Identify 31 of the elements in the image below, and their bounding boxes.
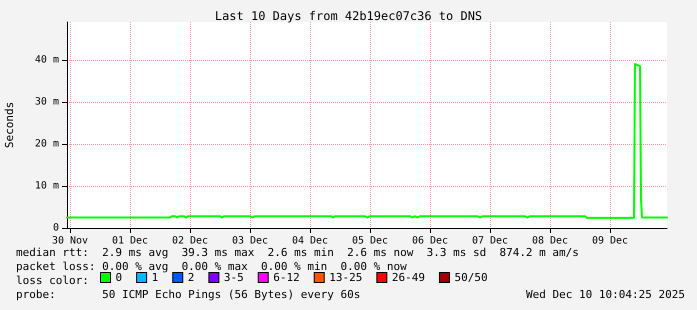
x-tick-label: 09 Dec <box>592 236 628 246</box>
chart-title: Last 10 Days from 42b19ec07c36 to DNS <box>214 9 482 23</box>
legend-label: 13-25 <box>329 271 362 284</box>
x-tick-label: 30 Nov <box>52 236 88 246</box>
y-axis-title: Seconds <box>3 102 16 148</box>
x-tick-label: 01 Dec <box>112 236 148 246</box>
x-tick-label: 03 Dec <box>232 236 268 246</box>
y-tick-label: 30 m <box>34 96 59 108</box>
line-series <box>66 63 668 219</box>
y-tick-label: 0 <box>52 222 59 234</box>
legend-label: 3-5 <box>224 271 244 284</box>
x-tick-label: 06 Dec <box>412 236 448 246</box>
y-tick-label: 10 m <box>34 180 59 192</box>
text: probe: 50 ICMP Echo Pings (56 Bytes) every 60s <box>16 288 360 301</box>
legend-label: 0 <box>116 271 122 284</box>
legend-label: 50/50 <box>454 271 488 284</box>
legend-label: 1 <box>152 271 158 284</box>
legend-label: 6-12 <box>273 271 300 284</box>
legend-label: 26-49 <box>392 271 425 284</box>
y-tick-label: 40 m <box>34 54 59 66</box>
x-tick-label: 02 Dec <box>172 236 208 246</box>
text: median rtt: 2.9 ms avg 39.3 ms max 2.6 ms min 2.6 ms now 3.3 ms sd 874.2 m am/s <box>16 246 579 259</box>
x-tick-label: 08 Dec <box>532 236 568 246</box>
text: packet loss: 0.00 % avg 0.00 % max 0.00 % min 0.00 % now <box>16 260 408 273</box>
x-tick-label: 07 Dec <box>472 236 508 246</box>
x-tick-label: 04 Dec <box>292 236 328 246</box>
y-tick-label: 20 m <box>34 138 59 150</box>
x-tick-label: 05 Dec <box>352 236 388 246</box>
text: Wed Dec 10 10:04:25 2025 <box>526 288 686 301</box>
legend-title: loss color: <box>16 274 89 287</box>
legend-label: 2 <box>188 271 194 284</box>
